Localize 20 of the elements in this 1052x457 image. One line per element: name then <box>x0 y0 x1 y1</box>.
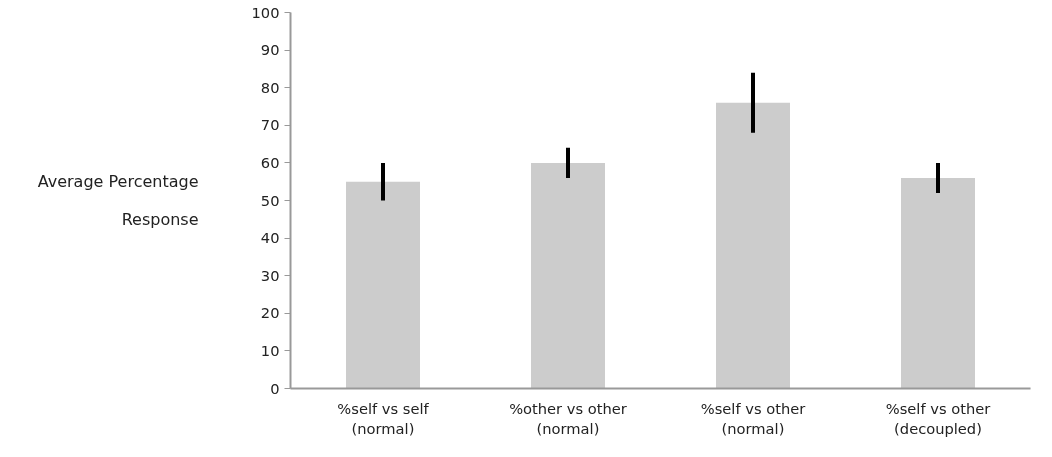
y-tick-label: 60 <box>260 153 280 171</box>
y-tick-label: 30 <box>260 266 280 284</box>
y-tick-label: 90 <box>260 41 280 59</box>
y-tick-label: 70 <box>260 116 280 134</box>
y-tick-label: 100 <box>251 3 280 21</box>
bar <box>716 102 790 389</box>
bar <box>531 162 605 389</box>
y-tick-label: 40 <box>260 229 280 247</box>
y-tick-label: 0 <box>270 379 280 397</box>
y-tick-label: 10 <box>260 341 280 359</box>
bar <box>901 177 975 389</box>
x-tick-label: %self vs other (decoupled) <box>885 399 992 437</box>
x-tick-label: %self vs self (normal) <box>337 399 430 437</box>
x-tick-label: %self vs other (normal) <box>700 399 807 437</box>
y-axis-title: Average Percentage Response <box>37 172 199 229</box>
y-tick-label: 50 <box>260 191 280 209</box>
y-tick-label: 20 <box>260 304 280 322</box>
bar <box>346 181 420 389</box>
x-tick-label: %other vs other (normal) <box>509 399 628 437</box>
y-tick-label: 80 <box>260 78 280 96</box>
